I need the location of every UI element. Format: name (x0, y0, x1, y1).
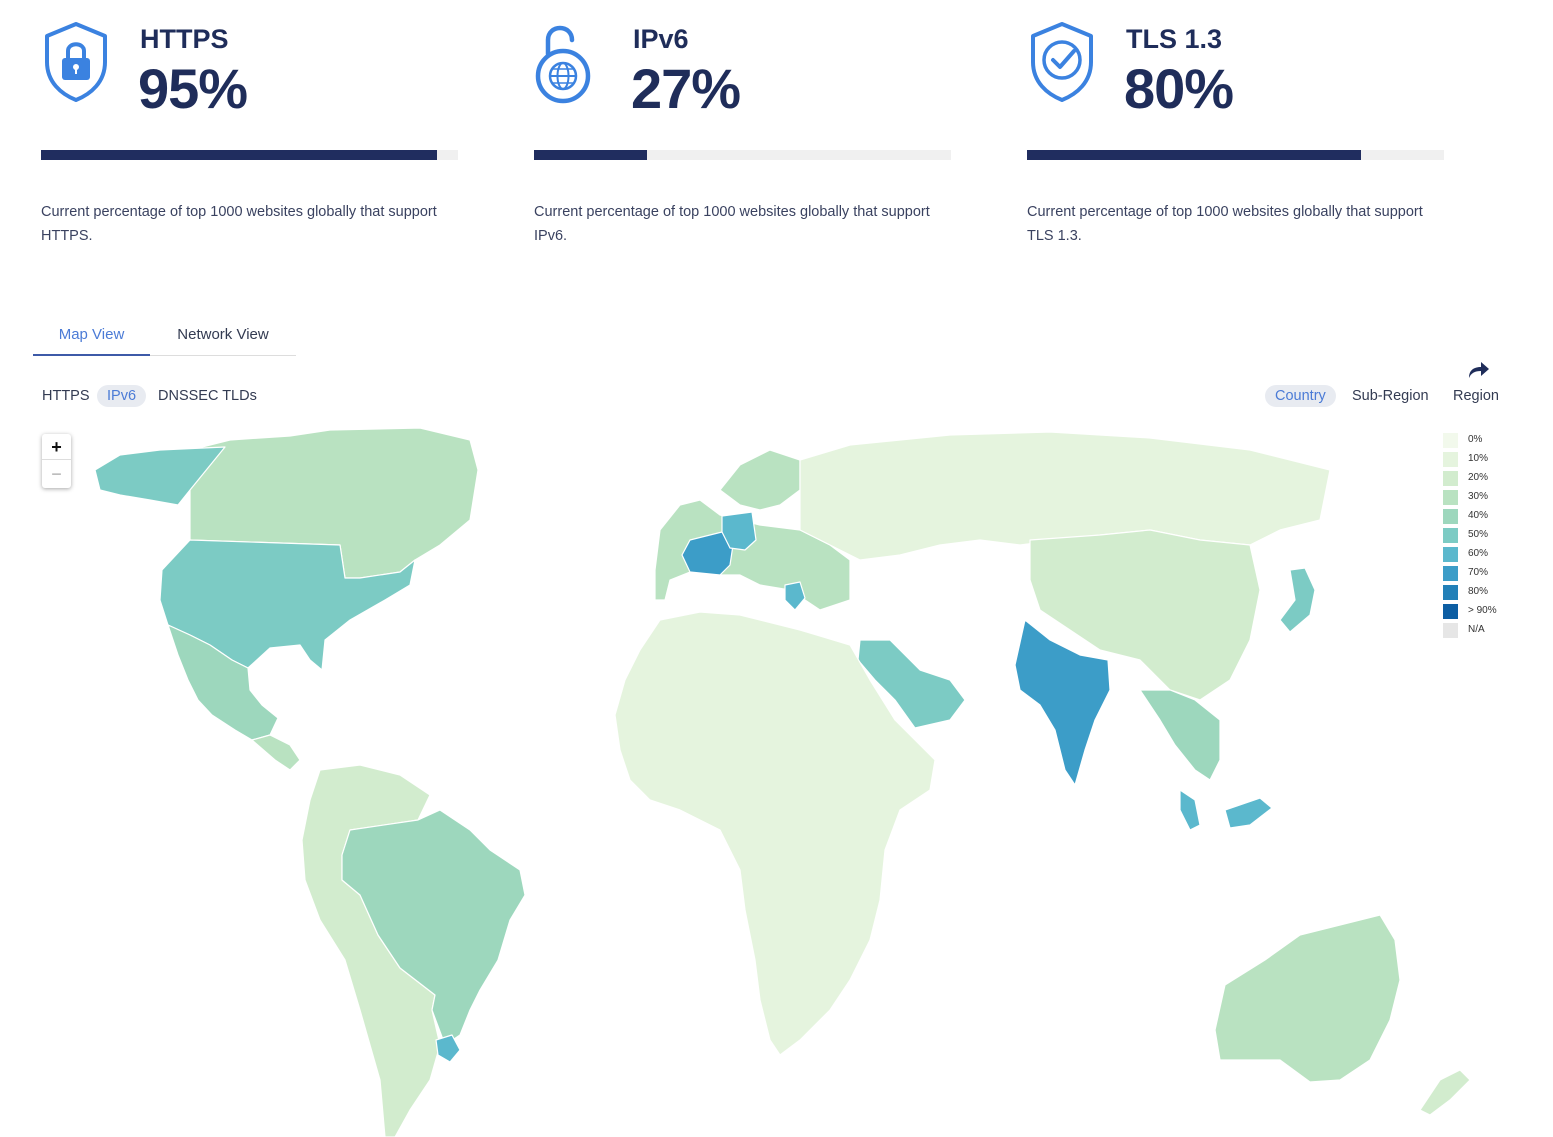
map-region[interactable] (719, 449, 801, 511)
stat-card-https: HTTPS 95% Current percentage of top 1000… (41, 0, 461, 260)
filter-ipv6[interactable]: IPv6 (97, 385, 147, 407)
legend-item: 30% (1443, 489, 1523, 508)
legend-label: 50% (1468, 529, 1489, 540)
map-region[interactable] (341, 809, 526, 1046)
stat-name: IPv6 (633, 24, 689, 54)
shield-lock-icon (45, 22, 107, 102)
map-region[interactable] (251, 734, 301, 771)
legend-label: 70% (1468, 567, 1489, 578)
legend-item: > 90% (1443, 603, 1523, 622)
filter-dnssec-tlds[interactable]: DNSSEC TLDs (158, 388, 257, 404)
legend-label: > 90% (1468, 605, 1497, 616)
legend-swatch (1443, 585, 1458, 600)
legend-item: 0% (1443, 432, 1523, 451)
legend-swatch (1443, 528, 1458, 543)
legend-item: 80% (1443, 584, 1523, 603)
legend-label: N/A (1468, 624, 1485, 635)
stat-value: 80% (1124, 57, 1234, 120)
tab-network-view[interactable]: Network View (177, 326, 269, 343)
legend-swatch (1443, 604, 1458, 619)
map-region[interactable] (167, 624, 279, 741)
stat-progress-bar (534, 150, 951, 160)
zoom-out-button[interactable]: − (51, 464, 62, 484)
share-arrow-icon[interactable] (1466, 360, 1490, 380)
legend-item: N/A (1443, 622, 1523, 641)
stat-description: Current percentage of top 1000 websites … (1027, 204, 1423, 244)
stat-name: HTTPS (140, 24, 229, 54)
stat-card-tls: TLS 1.3 80% Current percentage of top 10… (1027, 0, 1447, 260)
stat-description: Current percentage of top 1000 websites … (41, 204, 437, 244)
map-region[interactable] (614, 611, 936, 1056)
map-region[interactable] (1029, 529, 1261, 701)
map-region[interactable] (435, 1034, 461, 1063)
legend-label: 0% (1468, 434, 1483, 445)
legend-label: 40% (1468, 510, 1489, 521)
shield-check-icon (1031, 22, 1093, 102)
stat-progress-bar (41, 150, 458, 160)
unlocked-globe-icon (535, 25, 591, 104)
legend-swatch (1443, 490, 1458, 505)
stat-progress-fill (534, 150, 647, 160)
filter-sub-region[interactable]: Sub-Region (1352, 388, 1429, 404)
stat-card-ipv6: IPv6 27% Current percentage of top 1000 … (534, 0, 954, 260)
legend-item: 10% (1443, 451, 1523, 470)
stat-description: Current percentage of top 1000 websites … (534, 204, 930, 244)
legend-item: 20% (1443, 470, 1523, 489)
map-region[interactable] (721, 511, 757, 551)
map-region[interactable] (1014, 619, 1111, 786)
stat-progress-bar (1027, 150, 1444, 160)
legend-label: 10% (1468, 453, 1489, 464)
map-region[interactable] (1139, 689, 1221, 781)
legend-label: 30% (1468, 491, 1489, 502)
world-choropleth-map[interactable] (0, 420, 1553, 1137)
map-region[interactable] (1279, 567, 1316, 633)
map-region[interactable] (857, 639, 966, 729)
map-legend: 0% 10% 20% 30% 40% 50% 60% 70% 80% > 90% N/A (1443, 432, 1523, 641)
legend-label: 60% (1468, 548, 1489, 559)
legend-swatch (1443, 471, 1458, 486)
stat-name: TLS 1.3 (1126, 24, 1223, 54)
legend-swatch (1443, 566, 1458, 581)
map-region[interactable] (1179, 789, 1273, 831)
tab-map-view[interactable]: Map View (33, 320, 150, 356)
legend-swatch (1443, 509, 1458, 524)
legend-swatch (1443, 433, 1458, 448)
legend-swatch (1443, 452, 1458, 467)
legend-item: 60% (1443, 546, 1523, 565)
legend-swatch (1443, 547, 1458, 562)
filter-country[interactable]: Country (1265, 385, 1336, 407)
legend-item: 70% (1443, 565, 1523, 584)
zoom-in-button[interactable]: + (42, 434, 71, 460)
stat-value: 27% (631, 57, 741, 120)
legend-label: 80% (1468, 586, 1489, 597)
filter-https[interactable]: HTTPS (42, 388, 90, 404)
zoom-control: + − (42, 434, 71, 488)
legend-item: 50% (1443, 527, 1523, 546)
map-region[interactable] (784, 581, 806, 611)
map-region[interactable] (1214, 914, 1401, 1083)
legend-swatch (1443, 623, 1458, 638)
map-region[interactable] (94, 446, 226, 506)
stat-progress-fill (41, 150, 438, 160)
stat-progress-fill (1027, 150, 1361, 160)
map-region[interactable] (1419, 1069, 1471, 1116)
filter-region[interactable]: Region (1453, 388, 1499, 404)
legend-label: 20% (1468, 472, 1489, 483)
stat-value: 95% (138, 57, 248, 120)
legend-item: 40% (1443, 508, 1523, 527)
view-tabs: Map View Network View (33, 320, 296, 356)
